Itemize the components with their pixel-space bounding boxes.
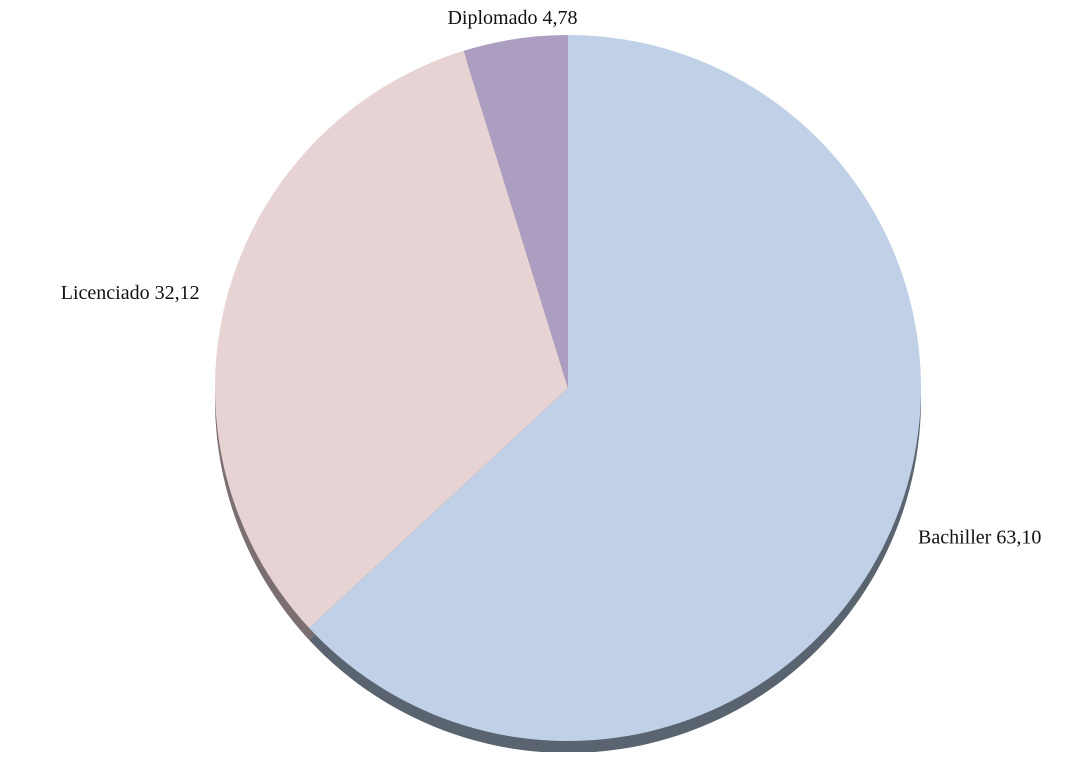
pie-label-bachiller: Bachiller 63,10 <box>918 526 1041 548</box>
pie-slice-diplomado <box>463 35 568 388</box>
pie-slice-licenciado <box>214 50 568 629</box>
pie-label-licenciado: Licenciado 32,12 <box>61 282 200 304</box>
pie-slices-layer <box>214 35 921 742</box>
pie-labels-layer: Bachiller 63,10 Licenciado 32,12 Diplomado… <box>61 7 1042 548</box>
pie-label-diplomado: Diplomado 4,78 <box>447 7 577 29</box>
pie-slice-bachiller <box>309 35 921 742</box>
